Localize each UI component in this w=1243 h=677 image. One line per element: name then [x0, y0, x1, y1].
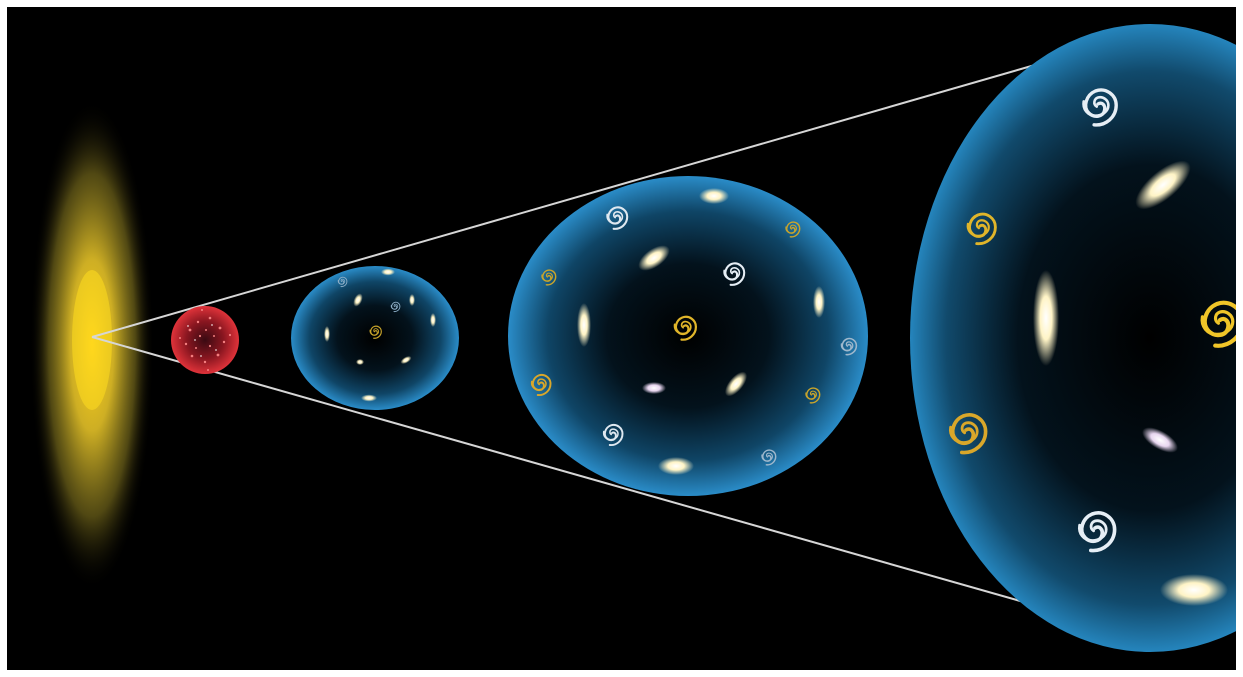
expanding-universe — [508, 176, 868, 496]
present-universe — [910, 24, 1236, 652]
cone-lower-line — [91, 336, 1081, 619]
young-universe — [291, 266, 459, 410]
glow-core — [72, 270, 112, 410]
cone-upper-line — [91, 51, 1081, 338]
early-hot-universe — [171, 306, 239, 374]
